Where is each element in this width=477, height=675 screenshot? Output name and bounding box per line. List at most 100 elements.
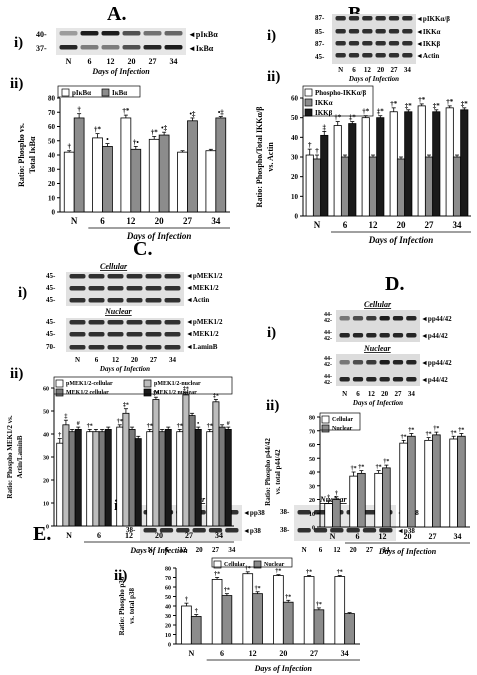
blot-label: ◄MEK1/2: [186, 284, 219, 292]
significance-mark: ‡: [323, 123, 327, 131]
blot-band: [335, 29, 346, 34]
bar: [56, 442, 64, 527]
y-tick-label: 50: [309, 457, 315, 463]
chart-d: 0 10 20 30 40 50 60 70 80 Ratio: Phospho p44/42 vs…: [264, 412, 470, 556]
blot-label: ◄pMEK1/2: [186, 272, 223, 280]
bar: [457, 435, 466, 528]
lane-label: 12: [112, 356, 120, 364]
legend: Cellular Nuclear: [319, 412, 361, 433]
blot-band: [402, 41, 413, 46]
blot-days-label: Days of Infection: [99, 365, 150, 373]
x-tick-label: 6: [100, 216, 105, 226]
panel-letter-d: D.: [385, 273, 404, 295]
blot-band: [352, 333, 364, 338]
lane-label: N: [302, 546, 307, 554]
panel-a-blot: 40- 37- ◄pIκBα ◄IκBα N 6 12 20 27 34 Days of I…: [36, 28, 218, 76]
significance-mark: #: [227, 421, 230, 427]
significance-mark: †*: [383, 459, 389, 465]
lane-label: 20: [377, 66, 385, 74]
blot-band: [164, 320, 181, 325]
x-tick-label: 12: [379, 532, 387, 541]
bar: [73, 117, 85, 213]
significance-mark: †*: [337, 570, 343, 576]
blot-band: [375, 16, 386, 21]
blot-band: [164, 286, 181, 291]
significance-mark: †*: [214, 572, 220, 578]
legend-label: Nuclear: [332, 426, 353, 432]
bar: [190, 616, 202, 645]
mw-marker: 38-: [280, 508, 290, 516]
blot-band: [406, 377, 417, 382]
blot-band: [126, 298, 143, 303]
blot-band: [388, 29, 400, 34]
x-tick-label: 20: [279, 649, 287, 658]
blot-label: ◄IKKα: [416, 28, 441, 36]
bar: [334, 576, 346, 645]
legend-label: Phospho-IKKα/β: [315, 89, 366, 97]
bar: [148, 138, 160, 213]
mw-marker: 42-: [324, 362, 332, 368]
mw-marker: 87-: [315, 40, 325, 48]
legend-swatch: [304, 88, 313, 97]
lane-label: 27: [149, 57, 157, 66]
bar: [130, 148, 142, 213]
x-axis-label: Days of Infection: [378, 547, 437, 556]
lane-label: 20: [196, 546, 204, 554]
blot-band: [143, 45, 162, 50]
y-tick-label: 60: [165, 586, 171, 592]
y-axis-label: vs. total p38: [128, 588, 136, 624]
legend-frame: [302, 85, 374, 117]
y-axis-label: Actin/LaminB: [16, 435, 24, 478]
legend: pIκBα IκBα: [57, 85, 141, 98]
blot-band: [107, 345, 124, 350]
y-tick-label: 80: [309, 416, 315, 422]
blot-label: ◄Actin: [416, 52, 439, 60]
bar: [102, 146, 113, 213]
y-axis-label: Total IκBα: [28, 136, 37, 173]
blot-band: [379, 316, 390, 321]
blot-band: [362, 29, 373, 34]
bar: [215, 117, 227, 213]
x-axis-label: Days of Infection: [368, 235, 434, 245]
blot-label: ◄pIKKα/β: [416, 15, 450, 23]
y-tick-label: 20: [48, 180, 56, 188]
y-tick-label: 50: [291, 114, 299, 122]
lane-label: N: [75, 356, 80, 364]
y-tick-label: 40: [48, 152, 56, 160]
x-tick-label: 27: [429, 532, 437, 541]
blot-band: [388, 41, 400, 46]
significance-mark: †*: [458, 428, 464, 434]
blot-band: [362, 510, 377, 515]
chart-c: 0 10 20 30 40 50 60 Ratio: Phospho MEK1/2 vs. Ac…: [6, 376, 234, 555]
significance-mark: •‡: [161, 124, 167, 132]
y-tick-label: 30: [165, 614, 171, 620]
y-tick-label: 70: [165, 576, 171, 582]
significance-mark: †*: [358, 465, 364, 471]
legend-label: IκBα: [112, 89, 127, 97]
mw-marker: 38-: [126, 526, 136, 534]
legend-frame: [319, 412, 361, 431]
blot-band: [392, 360, 404, 365]
legend-label: pMEK1/2-nuclear: [154, 381, 201, 387]
blot-band: [80, 31, 99, 36]
bar: [206, 431, 214, 527]
x-tick-label: 20: [404, 532, 412, 541]
bar: [313, 609, 325, 645]
blot-band: [348, 16, 360, 21]
blot-membrane: [336, 354, 420, 386]
blot-band: [88, 274, 105, 279]
y-axis-label: vs. Actin: [266, 142, 275, 172]
bar: [188, 415, 196, 527]
mw-marker: 44-: [324, 374, 332, 380]
legend-swatch: [321, 424, 330, 433]
lane-label: 34: [408, 390, 416, 398]
significance-mark: †: [185, 597, 188, 603]
significance-mark: †*: [408, 428, 414, 434]
blot-band: [80, 45, 99, 50]
y-tick-label: 60: [43, 387, 49, 393]
significance-mark: ‡: [64, 414, 67, 420]
blot-band: [352, 360, 364, 365]
blot-band: [362, 41, 373, 46]
x-tick-label: N: [314, 220, 321, 230]
blot-days-label: Days of Infection: [348, 75, 399, 83]
